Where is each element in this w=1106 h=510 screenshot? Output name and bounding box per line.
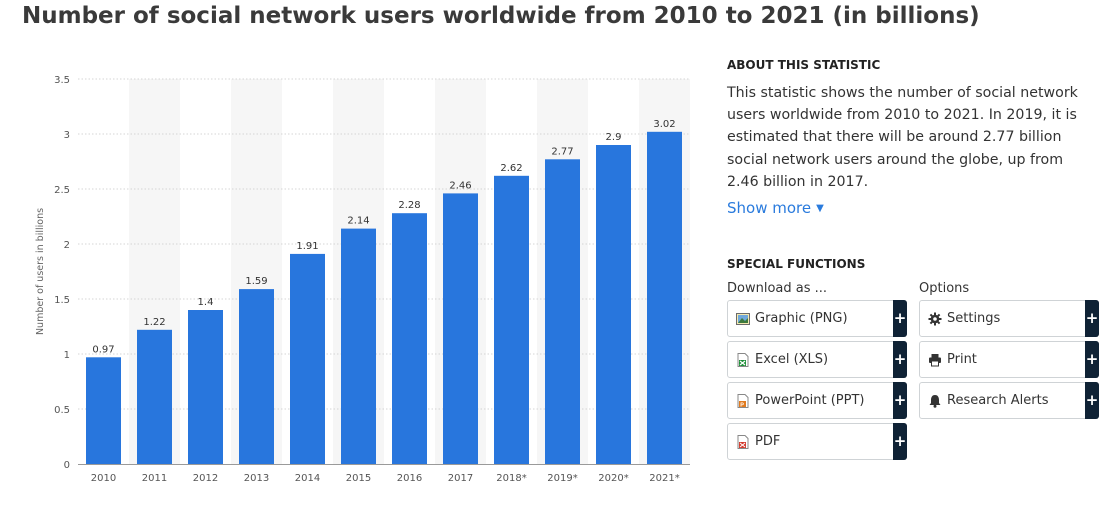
bar xyxy=(647,131,682,465)
y-tick-label: 2.5 xyxy=(54,185,70,196)
print-button[interactable]: Print + xyxy=(919,341,1099,378)
bar xyxy=(239,289,274,464)
x-tick-label: 2018* xyxy=(496,473,526,484)
x-tick-label: 2021* xyxy=(649,473,679,484)
special-functions-heading: SPECIAL FUNCTIONS xyxy=(727,257,866,271)
download-ppt-label: PowerPoint (PPT) xyxy=(755,393,865,408)
y-tick-label: 2 xyxy=(64,240,70,251)
x-tick-label: 2016 xyxy=(397,473,422,484)
y-axis-label: Number of users in billions xyxy=(35,208,46,335)
data-label: 2.77 xyxy=(551,146,573,157)
download-label: Download as ... xyxy=(727,281,828,296)
bar-chart: 0 0.5 1 1.5 2 2.5 3 3.5 Number of users in billi… xyxy=(0,60,700,500)
options-label: Options xyxy=(919,281,970,296)
plus-icon: + xyxy=(1085,382,1099,419)
bar xyxy=(443,193,478,464)
download-png-button[interactable]: Graphic (PNG) + xyxy=(727,300,907,337)
data-label: 1.4 xyxy=(198,297,214,308)
download-xls-label: Excel (XLS) xyxy=(755,352,829,367)
about-text: This statistic shows the number of socia… xyxy=(727,85,1078,190)
y-tick-label: 1.5 xyxy=(54,295,70,306)
research-alerts-button[interactable]: Research Alerts + xyxy=(919,382,1099,419)
download-pdf-label: PDF xyxy=(755,434,781,449)
download-xls-button[interactable]: Excel (XLS) + xyxy=(727,341,907,378)
y-tick-label: 3.5 xyxy=(54,75,70,86)
options-column: Options Settings + Print + Research Aler… xyxy=(919,281,1099,419)
special-functions-panel: SPECIAL FUNCTIONS Download as ... Graphi… xyxy=(727,257,1106,460)
plus-icon: + xyxy=(893,423,907,460)
data-label: 1.59 xyxy=(245,276,267,287)
bar xyxy=(137,329,172,464)
show-more-link[interactable]: Show more ▼ xyxy=(727,199,824,217)
pdf-icon xyxy=(737,435,749,449)
printer-icon xyxy=(929,354,941,367)
settings-button[interactable]: Settings + xyxy=(919,300,1099,337)
data-label: 2.46 xyxy=(449,180,471,191)
chart-svg: 0 0.5 1 1.5 2 2.5 3 3.5 Number of users in billi… xyxy=(35,75,690,484)
y-tick-label: 1 xyxy=(64,350,70,361)
x-tick-label: 2015 xyxy=(346,473,371,484)
x-tick-label: 2014 xyxy=(295,473,320,484)
data-label: 1.22 xyxy=(143,317,165,328)
download-pdf-button[interactable]: PDF + xyxy=(727,423,907,460)
x-tick-label: 2010 xyxy=(91,473,116,484)
bar xyxy=(392,213,427,464)
gear-icon xyxy=(928,312,942,326)
bar xyxy=(188,310,223,464)
data-label: 2.62 xyxy=(500,163,522,174)
plus-icon: + xyxy=(893,300,907,337)
download-png-label: Graphic (PNG) xyxy=(755,311,848,326)
svg-text:P: P xyxy=(740,402,744,408)
x-tick-label: 2013 xyxy=(244,473,269,484)
show-more-label: Show more xyxy=(727,199,812,218)
settings-label: Settings xyxy=(947,311,1001,326)
data-label: 3.02 xyxy=(653,119,675,130)
plus-icon: + xyxy=(893,341,907,378)
data-label: 2.14 xyxy=(347,216,369,227)
bar xyxy=(290,253,325,464)
x-tick-label: 2019* xyxy=(547,473,577,484)
image-icon xyxy=(736,313,750,325)
y-tick-label: 0.5 xyxy=(54,405,70,416)
print-label: Print xyxy=(947,352,977,367)
about-heading: ABOUT THIS STATISTIC xyxy=(727,58,881,72)
bar xyxy=(86,357,121,464)
plus-icon: + xyxy=(893,382,907,419)
excel-icon xyxy=(737,353,749,367)
download-column: Download as ... Graphic (PNG) + Excel (X… xyxy=(727,281,907,460)
plus-icon: + xyxy=(1085,341,1099,378)
data-label: 2.9 xyxy=(606,132,622,143)
download-ppt-button[interactable]: P PowerPoint (PPT) + xyxy=(727,382,907,419)
powerpoint-icon: P xyxy=(737,394,749,408)
page-title: Number of social network users worldwide… xyxy=(22,3,980,29)
y-tick-label: 3 xyxy=(64,130,70,141)
bar xyxy=(494,175,529,465)
caret-down-icon: ▼ xyxy=(816,203,824,215)
bar xyxy=(596,145,631,464)
x-tick-label: 2012 xyxy=(193,473,218,484)
y-tick-label: 0 xyxy=(64,460,70,471)
data-label: 2.28 xyxy=(398,200,420,211)
bar xyxy=(545,159,580,465)
x-tick-label: 2020* xyxy=(598,473,628,484)
x-tick-label: 2017 xyxy=(448,473,473,484)
bell-icon xyxy=(929,395,941,408)
plus-icon: + xyxy=(1085,300,1099,337)
data-label: 1.91 xyxy=(296,241,318,252)
about-panel: ABOUT THIS STATISTIC This statistic show… xyxy=(727,58,1106,218)
research-alerts-label: Research Alerts xyxy=(947,393,1049,408)
x-tick-label: 2011 xyxy=(142,473,167,484)
bar xyxy=(341,228,376,464)
data-label: 0.97 xyxy=(92,344,114,355)
